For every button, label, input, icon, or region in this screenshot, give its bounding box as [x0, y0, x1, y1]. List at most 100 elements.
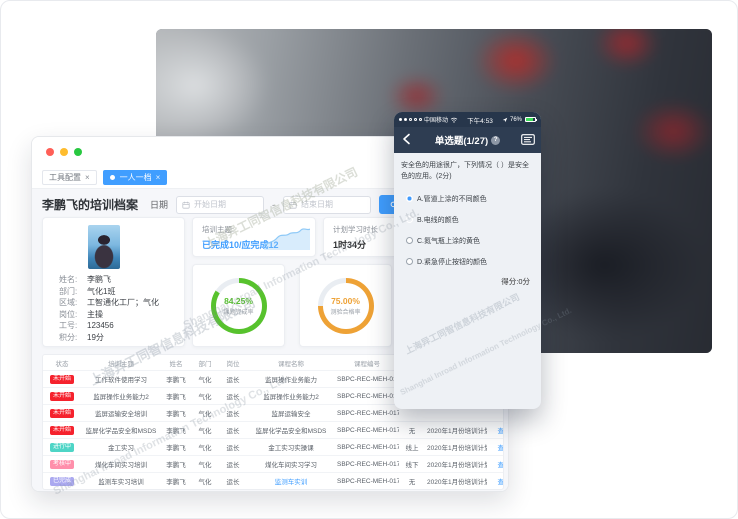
profile-field-value: 123456 — [87, 321, 114, 330]
cell-code: SBPC-REC-MEH-017 — [337, 409, 399, 417]
cell-post: 运长 — [226, 462, 240, 469]
cell-mode: 线上 — [405, 445, 419, 452]
profile-field-value: 工智通化工厂；气化 — [87, 298, 159, 307]
phone-status-bar: 中国移动 下午4:53 76% — [394, 112, 541, 127]
donut-chart: 75.00% 测验合格率 — [317, 277, 374, 334]
planned-study-time-label: 计划学习时长 — [333, 225, 378, 234]
radio-icon[interactable] — [406, 258, 413, 266]
tab-close-icon[interactable] — [85, 173, 90, 182]
table-row[interactable]: 未开始 监屏运输安全培训 李鹏飞 气化 运长 监屏运输安全 SBPC-REC-M… — [43, 404, 503, 421]
cell-name: 李鹏飞 — [166, 428, 186, 435]
option-label: B.电线的颜色 — [417, 216, 459, 224]
status-badge: 未开始 — [49, 391, 74, 401]
cell-theme: 监屏运输安全培训 — [95, 411, 147, 418]
cell-theme: 工作软件使用学习 — [95, 377, 147, 384]
table-header-cell: 状态 — [55, 360, 69, 368]
option-item[interactable]: B.电线的颜色 — [401, 213, 534, 227]
cell-name: 李鹏飞 — [166, 411, 186, 418]
cell-course: 监屏操作业务能力2 — [263, 394, 319, 401]
cell-dept: 气化 — [198, 462, 212, 469]
table-body: 未开始 工作软件使用学习 李鹏飞 气化 运长 监屏操作业务能力 SBPC-REC… — [43, 370, 503, 489]
option-item[interactable]: D.紧急停止按钮的颜色 — [401, 255, 534, 269]
cell-dept: 气化 — [198, 445, 212, 452]
cell-theme: 监屏操作业务能力2 — [93, 394, 149, 401]
table-row[interactable]: 考核中 煤化车间实习培训 李鹏飞 气化 运长 煤化车间实习学习 SBPC-REC… — [43, 455, 504, 472]
donut-card: 75.00% 测验合格率 — [299, 264, 392, 347]
radio-icon[interactable] — [406, 195, 413, 203]
status-right: 76% — [502, 116, 537, 123]
cell-mode: 无 — [408, 428, 416, 435]
profile-field-row: 区域: 工智通化工厂；气化 — [59, 297, 178, 309]
training-theme-label: 培训主题: — [202, 225, 235, 234]
donut-center: 84.25% 课题完成率 — [215, 282, 262, 329]
end-date-placeholder: 结束日期 — [301, 200, 334, 209]
cell-action-link[interactable]: 查看 — [497, 462, 504, 469]
table-header-cell: 部门 — [198, 360, 212, 368]
radio-icon[interactable] — [406, 216, 413, 224]
cell-code: SBPC-REC-MEH-017 — [337, 477, 399, 485]
option-item[interactable]: A.管道上涂的不同颜色 — [401, 192, 534, 206]
status-badge: 未开始 — [49, 374, 74, 384]
cell-theme: 煤化车间实习培训 — [95, 462, 147, 469]
cell-status: 考核中 — [43, 459, 81, 469]
cell-post: 运长 — [226, 377, 240, 384]
cell-action-link[interactable]: 查看 — [497, 445, 504, 452]
table-header-cell: 姓名 — [169, 360, 183, 368]
cell-plan: 2020年1月份培训计划 — [427, 428, 487, 435]
cell-dept: 气化 — [198, 394, 212, 401]
cell-course: 监屏运输安全 — [271, 411, 311, 418]
filter-row: 李鹏飞的培训档案 日期 开始日期 - 结束日期 查询 — [42, 195, 432, 214]
help-icon[interactable] — [491, 135, 501, 145]
avatar — [88, 225, 120, 269]
table-row[interactable]: 进行中 金工实习 李鹏飞 气化 运长 金工实习实操课 SBPC-REC-MEH-… — [43, 438, 504, 455]
start-date-placeholder: 开始日期 — [194, 200, 227, 209]
tab-one-person-one-file[interactable]: 一人一档 — [102, 170, 168, 185]
donut-percent: 84.25% — [224, 295, 253, 306]
traffic-light-close-icon[interactable] — [46, 148, 54, 156]
signal-dot-icon — [419, 118, 422, 121]
back-arrow-icon[interactable] — [401, 133, 413, 145]
table-header: 状态 培训主题 姓名 部门 岗位 课程名称 课程编号 — [43, 355, 503, 370]
answer-sheet-icon[interactable] — [521, 134, 535, 145]
cell-action-link[interactable]: 查看 — [497, 428, 504, 435]
donut-percent: 75.00% — [331, 295, 360, 306]
option-label: C.氮气瓶上涂的黄色 — [417, 237, 480, 245]
question-text: 安全色的用途很广，下列情况（ ）是安全色的应用。(2分) — [401, 162, 529, 180]
profile-field-label: 部门: — [59, 286, 78, 296]
cell-plan: 2020年1月份培训计划 — [427, 479, 487, 486]
start-date-input[interactable]: 开始日期 — [176, 195, 265, 214]
table-row[interactable]: 未开始 监屏操作业务能力2 李鹏飞 气化 运长 监屏操作业务能力2 SBPC-R… — [43, 387, 503, 404]
traffic-light-zoom-icon[interactable] — [74, 148, 82, 156]
cell-course: 监屏操作业务能力 — [265, 377, 317, 384]
cell-name: 李鹏飞 — [166, 445, 186, 452]
table-row[interactable]: 已完成 监测车实习培训 李鹏飞 气化 运长 监测车实训 SBPC-REC-MEH… — [43, 472, 504, 489]
profile-field-row: 积分: 19分 — [59, 332, 178, 344]
end-date-input[interactable]: 结束日期 — [283, 195, 372, 214]
radio-icon[interactable] — [406, 237, 413, 245]
table-row[interactable]: 未开始 工作软件使用学习 李鹏飞 气化 运长 监屏操作业务能力 SBPC-REC… — [43, 370, 503, 387]
option-item[interactable]: C.氮气瓶上涂的黄色 — [401, 234, 534, 248]
table-row[interactable]: 未开始 监屏化学品安全和MSDS 李鹏飞 气化 运长 监屏化学品安全和MSDS … — [43, 421, 504, 438]
tab-label: 工具配置 — [49, 173, 81, 182]
profile-fields: 姓名: 李鹏飞 部门: 气化1班 区域: 工智通化工厂；气化 岗位: 主操 — [59, 274, 178, 343]
window-content: 李鹏飞的培训档案 日期 开始日期 - 结束日期 查询 — [32, 189, 508, 491]
tab-close-icon[interactable] — [156, 173, 161, 182]
wifi-icon — [450, 117, 458, 123]
cell-mode: 无 — [408, 479, 416, 486]
calendar-icon — [289, 201, 297, 209]
option-label: A.管道上涂的不同颜色 — [417, 195, 487, 203]
traffic-light-minimize-icon[interactable] — [60, 148, 68, 156]
cell-post: 运长 — [226, 445, 240, 452]
cell-name: 李鹏飞 — [166, 377, 186, 384]
calendar-icon — [182, 201, 190, 209]
cell-action-link[interactable]: 查看 — [497, 479, 504, 486]
donut-card: 84.25% 课题完成率 — [192, 264, 285, 347]
signal-dot-icon — [399, 118, 402, 121]
date-separator: - — [272, 199, 276, 210]
battery-percent-label: 76% — [509, 116, 522, 123]
signal-dot-icon — [409, 118, 412, 121]
cell-post: 运长 — [226, 479, 240, 486]
cell-course: 监测车实训 — [274, 479, 308, 486]
profile-field-label: 区域: — [59, 298, 78, 307]
tab-tool-config[interactable]: 工具配置 — [42, 170, 97, 185]
